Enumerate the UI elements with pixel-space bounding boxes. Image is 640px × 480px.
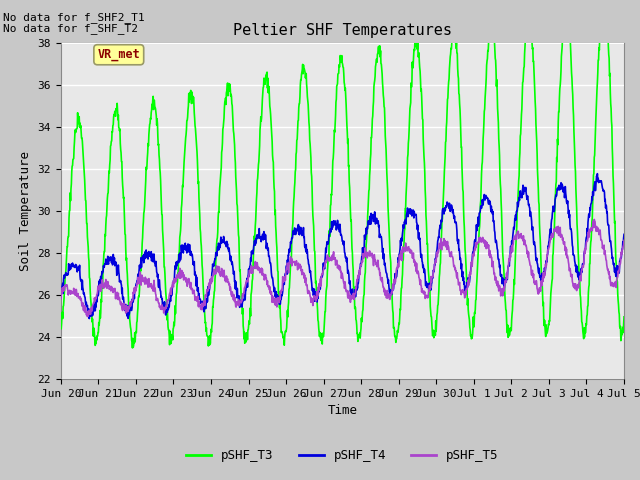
X-axis label: Time: Time <box>328 405 357 418</box>
Title: Peltier SHF Temperatures: Peltier SHF Temperatures <box>233 23 452 38</box>
Text: No data for f_SHF2_T1: No data for f_SHF2_T1 <box>3 12 145 23</box>
Legend: pSHF_T3, pSHF_T4, pSHF_T5: pSHF_T3, pSHF_T4, pSHF_T5 <box>181 444 504 467</box>
Text: VR_met: VR_met <box>97 48 140 61</box>
Y-axis label: Soil Temperature: Soil Temperature <box>19 151 32 271</box>
Text: No data for f_SHF_T2: No data for f_SHF_T2 <box>3 23 138 34</box>
